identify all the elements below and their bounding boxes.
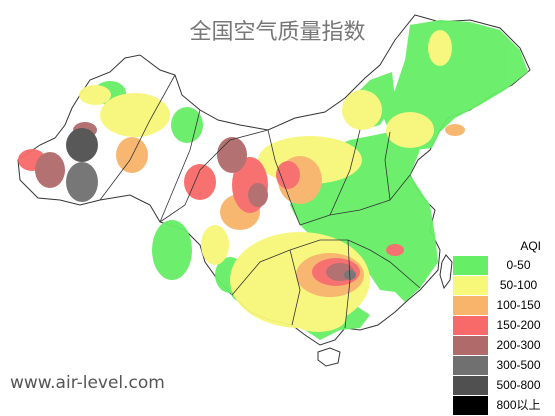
legend-row: 150-200 — [453, 316, 549, 335]
aqi-region-guangxi-yellow — [290, 304, 346, 332]
legend-label: 500-800 — [496, 378, 541, 392]
legend-title: AQI — [520, 239, 541, 253]
legend-label: 300-500 — [496, 358, 541, 372]
aqi-regions — [18, 20, 528, 340]
legend-swatch — [453, 256, 488, 275]
aqi-region-jiangsu-red — [386, 244, 404, 256]
legend-label: 0-50 — [506, 258, 531, 272]
legend-swatch — [453, 316, 488, 335]
taiwan-outline — [439, 254, 453, 290]
legend-row: 800以上 — [453, 396, 549, 415]
aqi-region-xinjiang-north — [171, 107, 203, 143]
legend-row: 100-150 — [453, 296, 549, 315]
aqi-region-northeast-yellow — [428, 30, 452, 66]
aqi-region-xinjiang-yellow-b — [79, 85, 111, 105]
legend-row: 50-100 — [453, 276, 549, 295]
legend-swatch — [453, 376, 488, 395]
aqi-legend: AQI 0-50 50-100 100-150 150-200 200-300 300-5… — [453, 236, 549, 416]
legend-swatch — [453, 336, 488, 355]
legend-swatch — [453, 276, 488, 295]
aqi-region-xinjiang-brown — [35, 152, 65, 188]
legend-row: 300-500 — [453, 356, 549, 375]
aqi-region-tibet — [152, 220, 192, 280]
legend-label: 100-150 — [496, 298, 541, 312]
aqi-region-xinjiang-orange — [116, 137, 148, 173]
aqi-region-shaanxi-brown — [248, 183, 268, 207]
aqi-region-shanxi-red — [276, 161, 300, 189]
legend-label: 50-100 — [499, 278, 538, 292]
china-aqi-map — [17, 14, 531, 367]
aqi-region-xinjiang-grey — [66, 162, 98, 202]
province-borders — [99, 74, 421, 329]
aqi-region-gansu-red — [184, 164, 216, 200]
aqi-region-inner-mongolia-yellow — [342, 90, 382, 130]
site-watermark: www.air-level.com — [10, 373, 165, 393]
legend-row: 0-50 — [453, 256, 549, 275]
legend-label: 200-300 — [496, 338, 541, 352]
aqi-region-xinjiang-yellow — [100, 93, 170, 137]
legend-swatch — [453, 296, 488, 315]
legend-row: 200-300 — [453, 336, 549, 355]
aqi-region-tibet-yellow — [201, 225, 229, 265]
aqi-region-liaoning-yellow — [386, 112, 434, 148]
legend-row: 500-800 — [453, 376, 549, 395]
legend-label: 150-200 — [496, 318, 541, 332]
map-title: 全国空气质量指数 — [189, 20, 366, 45]
aqi-region-gansu-brown — [217, 137, 247, 173]
legend-swatch — [453, 396, 488, 415]
hainan-outline — [317, 347, 341, 367]
aqi-region-hebei-orange — [445, 124, 465, 136]
legend-swatch — [453, 356, 488, 375]
legend-label: 800以上 — [496, 398, 541, 412]
aqi-region-xinjiang-darkgrey — [66, 128, 98, 162]
